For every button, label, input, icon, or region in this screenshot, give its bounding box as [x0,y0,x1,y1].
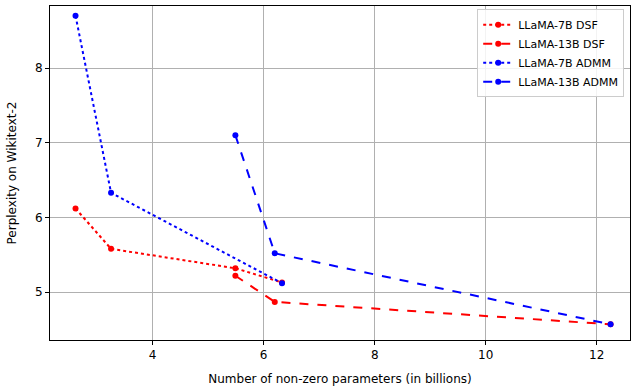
svg-text:LLaMA-7B DSF: LLaMA-7B DSF [518,19,598,32]
svg-text:7: 7 [35,136,43,150]
svg-text:Perplexity on Wikitext-2: Perplexity on Wikitext-2 [5,102,19,245]
svg-text:6: 6 [35,211,43,225]
svg-text:5: 5 [35,285,43,299]
svg-text:8: 8 [35,61,43,75]
svg-text:12: 12 [589,348,604,362]
svg-text:6: 6 [260,348,268,362]
svg-text:8: 8 [371,348,379,362]
svg-text:LLaMA-7B ADMM: LLaMA-7B ADMM [518,57,611,70]
svg-text:Number of non-zero parameters: Number of non-zero parameters (in billio… [208,372,471,386]
svg-text:LLaMA-13B ADMM: LLaMA-13B ADMM [518,76,618,89]
svg-text:LLaMA-13B DSF: LLaMA-13B DSF [518,38,605,51]
svg-text:4: 4 [149,348,157,362]
svg-text:10: 10 [478,348,493,362]
